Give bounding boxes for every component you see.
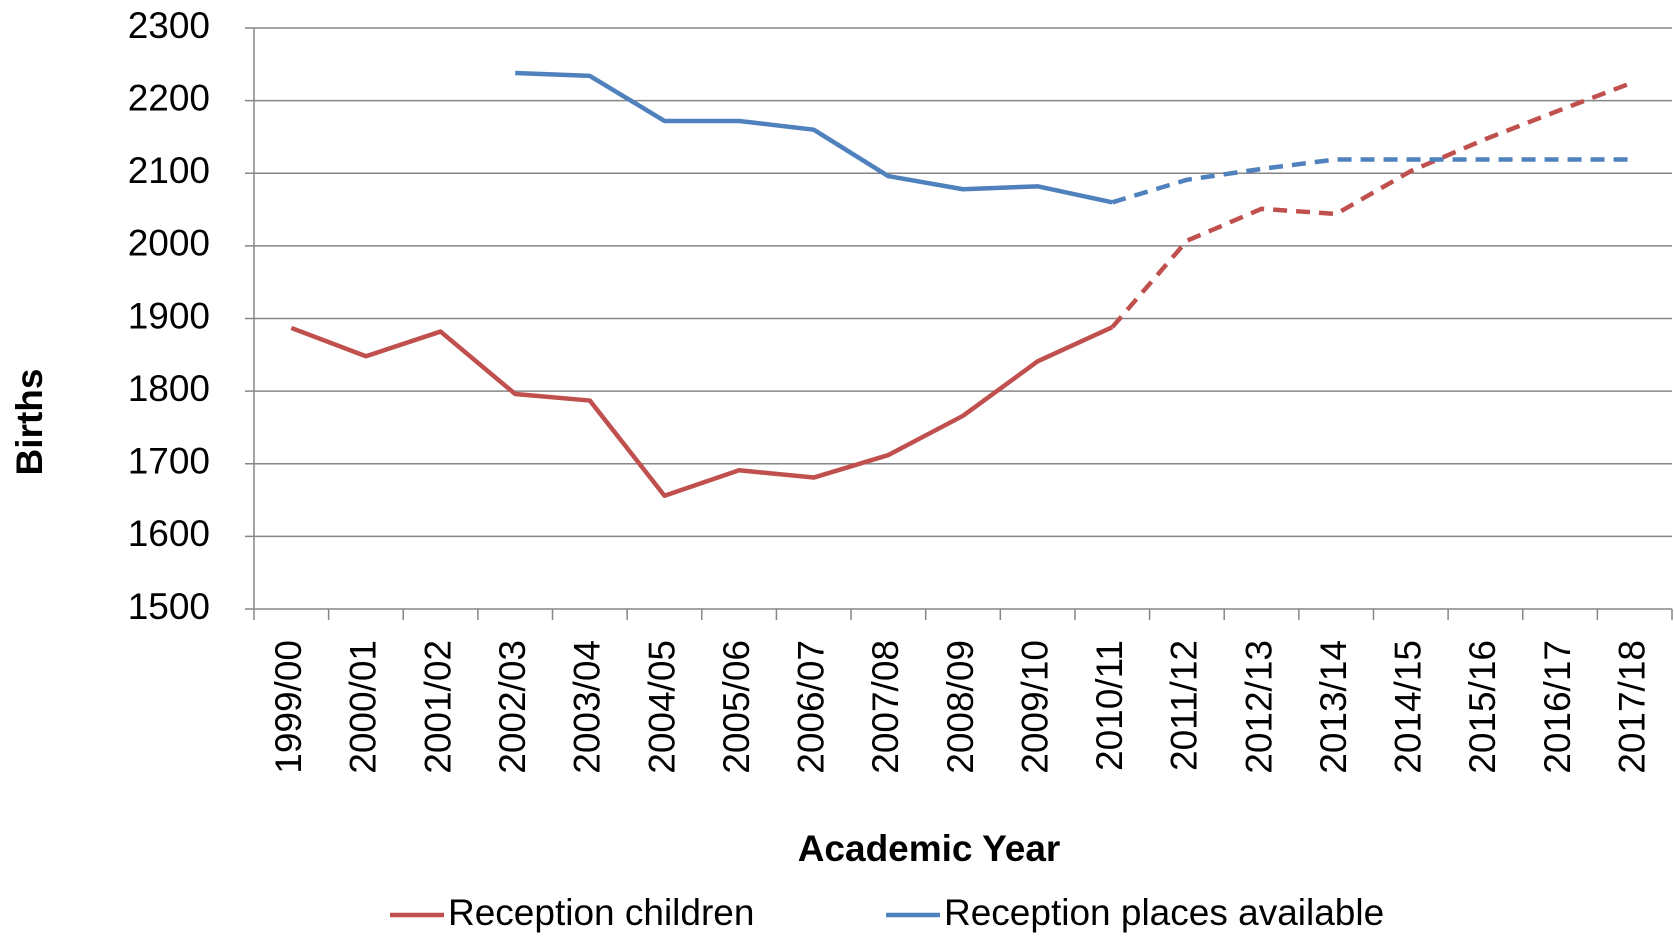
x-tick-label: 2011/12: [1164, 640, 1205, 771]
y-tick-label: 2200: [128, 77, 210, 118]
x-tick-label: 2012/13: [1238, 640, 1279, 774]
x-axis-title: Academic Year: [798, 828, 1061, 869]
x-tick-label: 2013/14: [1313, 640, 1354, 774]
legend-label: Reception places available: [944, 892, 1384, 933]
x-tick-label: 2005/06: [716, 640, 757, 774]
y-tick-label: 1500: [128, 586, 210, 627]
x-tick-label: 2004/05: [641, 640, 682, 774]
series-line: [290, 325, 1114, 498]
series-line: [1110, 79, 1636, 329]
y-tick-label: 2100: [128, 150, 210, 191]
series-line: [1111, 157, 1635, 205]
y-tick-label: 1700: [128, 441, 210, 482]
x-tick-label: 2000/01: [343, 640, 384, 774]
legend-label: Reception children: [448, 892, 754, 933]
x-tick-label: 2008/09: [940, 640, 981, 774]
y-tick-label: 2300: [128, 5, 210, 46]
y-tick-label: 1800: [128, 368, 210, 409]
x-tick-label: 2015/16: [1462, 640, 1503, 774]
y-tick-label: 1900: [128, 295, 210, 336]
x-tick-label: 2016/17: [1537, 640, 1578, 774]
x-tick-label: 2007/08: [865, 640, 906, 774]
y-tick-label: 2000: [128, 223, 210, 264]
x-tick-label: 2001/02: [417, 640, 458, 774]
y-axis-title: Births: [9, 369, 50, 476]
x-tick-label: 2017/18: [1611, 640, 1652, 774]
x-tick-label: 2006/07: [791, 640, 832, 774]
x-tick-label: 2014/15: [1388, 640, 1429, 774]
series-line: [515, 70, 1113, 205]
x-tick-label: 2002/03: [492, 640, 533, 774]
x-tick-label: 2003/04: [567, 640, 608, 774]
x-tick-label: 1999/00: [268, 640, 309, 774]
y-tick-label: 1600: [128, 513, 210, 554]
x-tick-label: 2010/11: [1089, 640, 1130, 771]
x-tick-label: 2009/10: [1014, 640, 1055, 774]
